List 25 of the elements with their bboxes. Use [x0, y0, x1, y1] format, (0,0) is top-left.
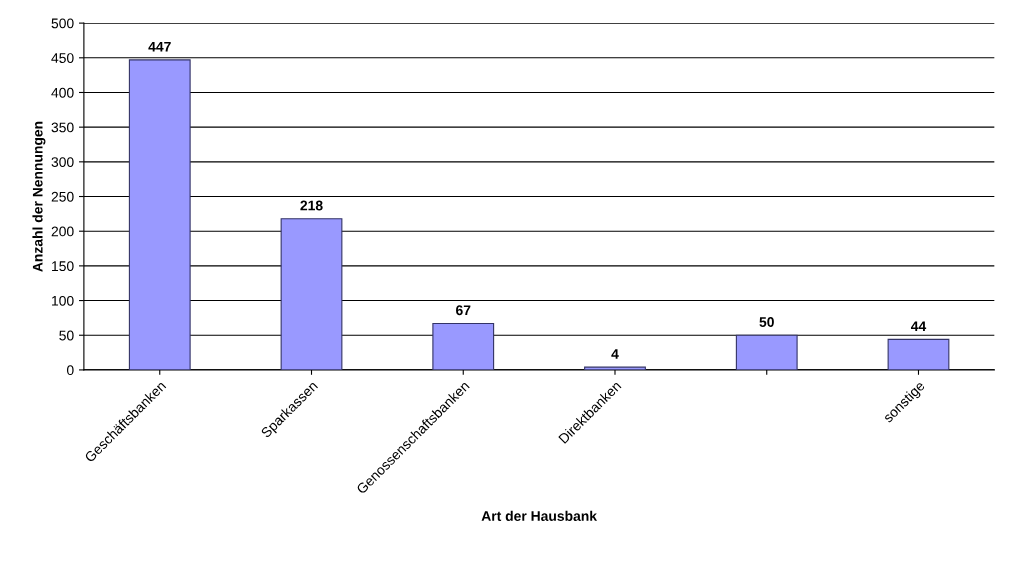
bar: [128, 59, 191, 370]
y-tick-label: 500: [51, 18, 74, 29]
y-tick-label: 300: [51, 157, 74, 168]
bar: [887, 338, 950, 370]
bar: [584, 366, 646, 370]
bar: [735, 334, 798, 370]
data-label: 218: [300, 200, 323, 211]
data-label: 44: [910, 321, 927, 331]
y-tick-label: 0: [66, 365, 74, 376]
data-label: 4: [611, 349, 619, 359]
y-tick-label: 400: [51, 87, 74, 98]
data-label: 447: [148, 41, 171, 52]
bar: [432, 322, 495, 370]
y-tick-label: 450: [51, 53, 74, 63]
y-tick-label: 150: [52, 261, 74, 272]
y-tick-label: 350: [51, 122, 74, 133]
y-axis-title: Anzahl der Nennungen: [32, 121, 46, 272]
bar: [280, 218, 343, 370]
x-axis-title: Art der Hausbank: [481, 510, 598, 521]
y-tick-label: 200: [51, 226, 74, 237]
data-label: 67: [456, 305, 471, 316]
y-tick-label: 50: [59, 330, 74, 341]
data-label: 50: [759, 317, 774, 327]
y-tick-label: 100: [52, 295, 74, 306]
y-tick-label: 250: [51, 191, 74, 202]
